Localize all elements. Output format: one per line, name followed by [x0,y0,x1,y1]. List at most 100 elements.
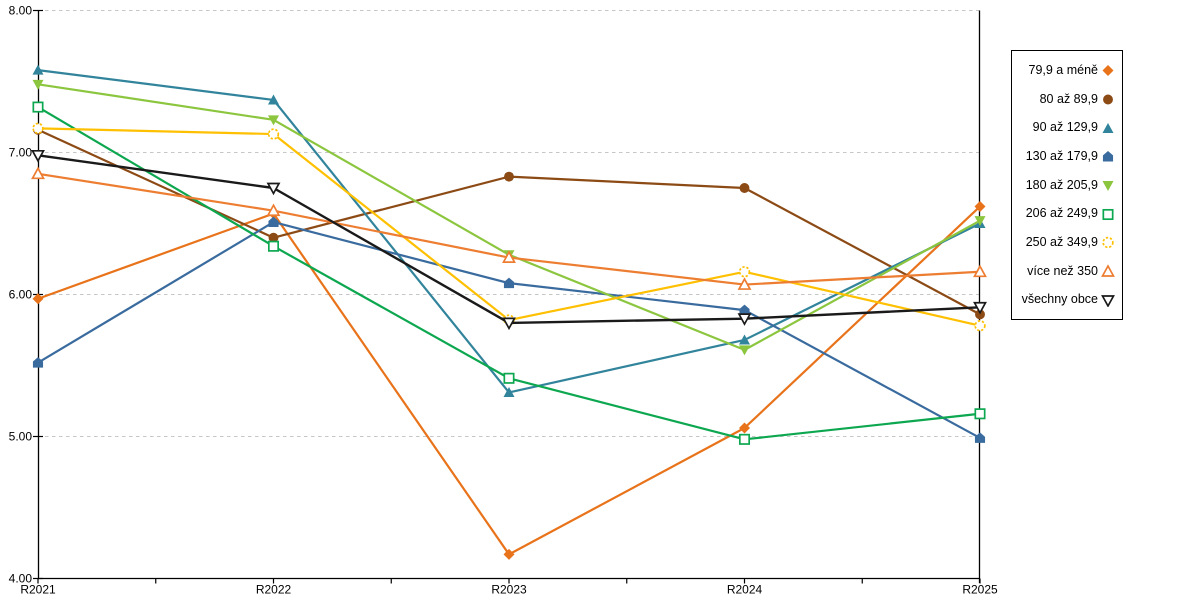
triangle-down-icon [1101,294,1115,307]
marker-triangle-up [268,94,279,105]
x-axis-label: R2022 [256,583,292,597]
legend-item: 250 až 349,9 [1016,228,1115,257]
marker-diamond [503,548,515,560]
marker-triangle-down [1102,181,1114,192]
marker-circle [268,232,279,243]
legend-label: všechny obce [1021,292,1098,307]
marker-triangle-down [739,345,750,356]
marker-circle [1103,94,1113,105]
legend-item: více než 350 [1016,257,1115,286]
marker-circle-dashed-open [1102,237,1114,249]
marker-diamond [974,200,986,212]
x-axis-label: R2025 [962,583,998,597]
marker-triangle-up [739,334,750,345]
y-axis-label: 4.00 [9,572,33,586]
legend-label: 90 až 129,9 [1032,120,1098,135]
marker-square-open [267,240,280,252]
series-line [36,127,982,327]
legend-label: více než 350 [1027,263,1098,278]
pentagon-icon [1102,151,1114,162]
y-axis-label: 8.00 [9,4,33,18]
legend-item: všechny obce [1016,285,1115,314]
y-axis-label: 6.00 [9,288,33,302]
circle-icon [1103,94,1113,105]
marker-pentagon [268,216,279,228]
x-axis-labels: R2021 R2022 R2023 R2024 R2025 [20,583,998,597]
legend-item: 180 až 205,9 [1016,171,1115,200]
marker-triangle-down-open [266,182,281,196]
marker-triangle-up [503,386,515,397]
marker-triangle-down [974,216,986,227]
marker-square-open [974,408,986,420]
marker-circle-dashed-open [267,128,280,140]
legend-item: 90 až 129,9 [1016,113,1115,142]
marker-triangle-up-open [973,264,987,278]
series-line [36,83,982,351]
series-7 [31,166,987,290]
legend-item: 79,9 a méně [1016,56,1115,85]
triangle-down-icon [1102,181,1114,192]
x-axis-label: R2021 [20,583,56,597]
legend-label: 130 až 179,9 [1025,149,1098,164]
marker-pentagon [503,277,515,289]
legend-label: 250 až 349,9 [1025,235,1098,250]
legend-label: 80 až 89,9 [1039,91,1098,106]
marker-square-open [32,101,44,113]
marker-pentagon [739,304,750,316]
legend-label: 180 až 205,9 [1025,177,1098,192]
marker-triangle-down [268,115,279,126]
series-3 [32,216,986,443]
x-axis-label: R2024 [727,583,763,597]
marker-triangle-down-open [737,313,752,326]
marker-circle-dashed-open [974,320,986,332]
legend-item: 206 až 249,9 [1016,199,1115,228]
series-line [36,69,982,394]
marker-triangle-up [32,64,44,75]
marker-triangle-down-open [31,149,45,163]
marker-diamond [739,422,750,434]
x-axis-label: R2023 [491,583,527,597]
circle-dashed-icon [1102,237,1114,249]
marker-square-open [738,433,751,445]
gridlines [38,10,980,437]
marker-diamond [1102,65,1114,77]
marker-triangle-up-open [266,203,281,217]
diamond-icon [1102,65,1114,77]
marker-triangle-up-open [31,166,45,180]
legend-item: 130 až 179,9 [1016,142,1115,171]
series-2 [32,64,986,397]
marker-circle-dashed-open [32,122,44,135]
triangle-up-icon [1101,264,1115,277]
marker-pentagon [974,432,986,443]
square-icon [1102,208,1114,220]
marker-square-open [1102,208,1114,220]
marker-circle-dashed-open [738,266,751,278]
marker-square-open [503,372,515,384]
legend-label: 79,9 a méně [1028,63,1099,78]
legend-item: 80 až 89,9 [1016,85,1115,114]
marker-triangle-down [32,79,44,90]
marker-circle [739,183,750,193]
series-6 [32,122,986,332]
marker-diamond [32,293,44,305]
y-axis-label: 5.00 [9,430,33,444]
marker-triangle-up-open [502,250,516,263]
marker-triangle-up [1102,122,1114,133]
marker-triangle-down-open [973,301,987,315]
series-5 [32,101,986,445]
axes [33,9,981,584]
y-axis-labels: 8.00 7.00 6.00 5.00 4.00 [9,4,33,586]
marker-triangle-up-open [1101,264,1115,277]
legend: 79,9 a méně 80 až 89,9 90 až 129,9 130 až 1… [1011,50,1123,320]
triangle-up-icon [1102,122,1114,133]
marker-triangle-down-open [502,317,516,331]
marker-triangle-up-open [737,277,752,290]
marker-circle [504,171,514,182]
y-axis-label: 7.00 [9,146,33,160]
series-8 [31,149,987,331]
series-1 [33,124,985,320]
marker-triangle-down-open [1101,294,1115,307]
marker-pentagon [1102,151,1114,162]
